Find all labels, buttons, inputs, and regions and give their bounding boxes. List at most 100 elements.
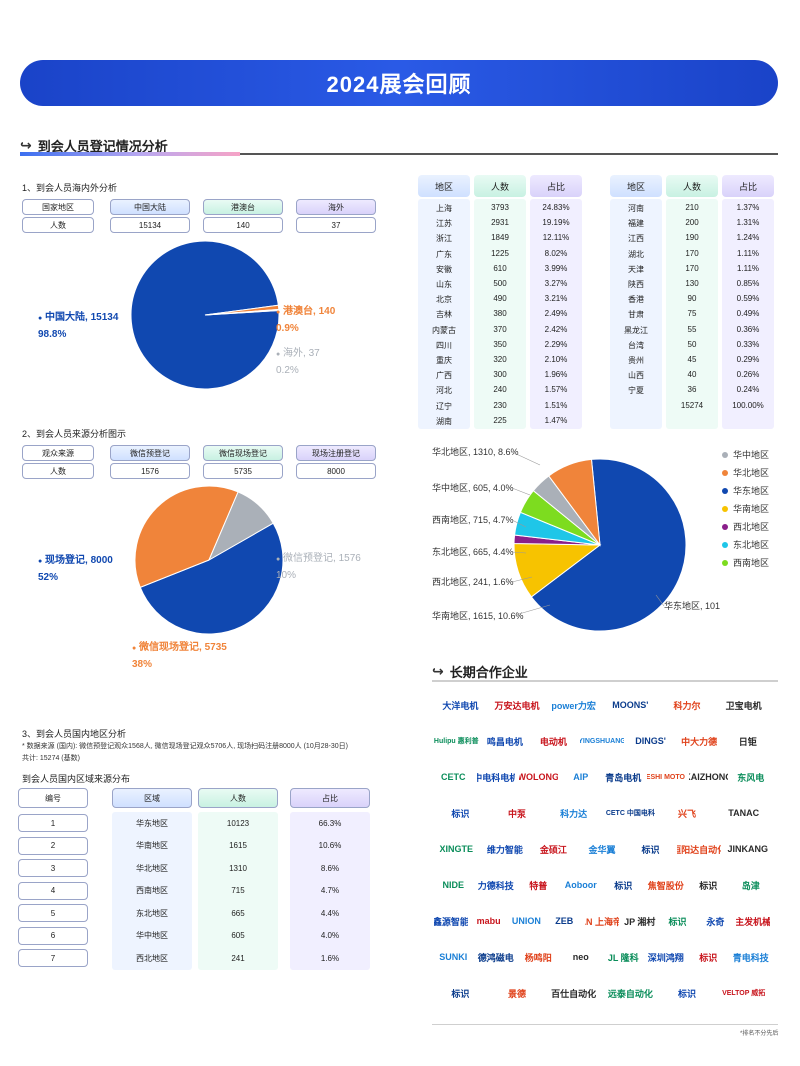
partner-logo: 标识 bbox=[451, 808, 470, 819]
header-overseas: 海外 bbox=[296, 199, 376, 215]
province-header-left-2: 占比 bbox=[530, 175, 582, 197]
province-column-bg bbox=[722, 199, 774, 429]
partner-logo: 标识 bbox=[614, 880, 633, 891]
value-hkmt: 140 bbox=[203, 217, 283, 233]
section-title-registration: ↪ 到会人员登记情况分析 bbox=[20, 136, 168, 155]
province-cell: 0.36% bbox=[736, 324, 760, 334]
value-wechat-onsite: 5735 bbox=[203, 463, 283, 479]
pie-slice-微信预登记 bbox=[207, 491, 274, 562]
region-table-cell: 715 bbox=[231, 886, 245, 895]
province-cell: 黑龙江 bbox=[624, 325, 648, 335]
region-table-cell: 5 bbox=[18, 904, 88, 922]
section-title-partners: ↪ 长期合作企业 bbox=[432, 662, 528, 681]
partner-logo: 力德科技 bbox=[477, 880, 514, 891]
legend-label: 华东地区 bbox=[733, 486, 770, 496]
province-cell: 45 bbox=[687, 355, 697, 364]
partner-logo: 景德 bbox=[507, 988, 526, 999]
province-cell: 170 bbox=[685, 248, 699, 258]
region-table-cell: 1 bbox=[18, 814, 88, 832]
region-table-title: 到会人员国内区域来源分布 bbox=[22, 774, 131, 784]
legend-dot-icon bbox=[722, 487, 728, 494]
legend-dot-icon bbox=[722, 451, 728, 458]
province-cell: 40 bbox=[687, 370, 697, 380]
partner-logo: 岛津 bbox=[741, 880, 760, 891]
province-cell: 200 bbox=[685, 218, 699, 228]
pie3-callout-label: 东北地区, 665, 4.4% bbox=[432, 546, 514, 557]
pie-slice-华东地区 bbox=[530, 458, 687, 632]
partners-divider bbox=[432, 680, 778, 682]
province-header-left-1: 人数 bbox=[474, 175, 526, 197]
province-cell: 内蒙古 bbox=[432, 325, 456, 335]
region-table: 编号 区域 人数 占比 1 华东地区 10123 66.3% 2 华南地区 1615 10.6% 3 华北… bbox=[18, 788, 378, 970]
legend-label: 华南地区 bbox=[733, 504, 770, 514]
pie3-callout-label: 华南地区, 1615, 10.6% bbox=[432, 610, 524, 621]
total-note: 共计: 15274 (基数) bbox=[22, 755, 80, 762]
partner-logo: JL 隆科 bbox=[607, 952, 639, 963]
data-source-note: * 数据来源 (国内): 微信预登记观众1568人, 微信现场登记观众5706人… bbox=[22, 743, 348, 750]
pie3-callout-label: 华东地区, 10123, 66.3% bbox=[664, 600, 720, 611]
region-table-cell: 4.0% bbox=[320, 931, 340, 940]
pie3-callout-line bbox=[511, 451, 541, 466]
pie-slice-海外 bbox=[204, 308, 280, 316]
province-cell: 广西 bbox=[436, 371, 452, 381]
pie3-callout-label: 华北地区, 1310, 8.6% bbox=[432, 446, 519, 457]
province-header-left-0: 地区 bbox=[418, 175, 470, 197]
section-divider bbox=[20, 152, 778, 156]
legend-dot-icon bbox=[722, 523, 728, 530]
partner-logo: AIP bbox=[573, 772, 589, 782]
partner-logo: 维力智能 bbox=[486, 844, 523, 855]
region-table-cell: 3 bbox=[18, 859, 88, 877]
province-cell: 1.24% bbox=[736, 233, 760, 243]
value-overseas: 37 bbox=[296, 217, 376, 233]
province-header-right-1: 人数 bbox=[666, 175, 718, 197]
partner-logo: VELTOP 威拓 bbox=[722, 990, 766, 997]
pie3-callout-line bbox=[511, 576, 533, 583]
partner-logo: 主发机械 bbox=[736, 916, 770, 927]
region-table-cell: 西南地区 bbox=[136, 886, 168, 895]
province-cell: 15274 bbox=[680, 400, 704, 410]
partner-logo: neo bbox=[572, 952, 589, 962]
region-table-cell: 66.3% bbox=[318, 818, 342, 828]
pie2-label-wechat-pre: ● 微信预登记, 1576 10% bbox=[276, 553, 361, 581]
province-cell: 19.19% bbox=[542, 218, 570, 228]
partner-logo: 标识 bbox=[699, 952, 718, 963]
partner-logo: mabu bbox=[476, 916, 501, 926]
province-cell: 1849 bbox=[491, 233, 509, 243]
legend-dot-icon bbox=[722, 559, 728, 566]
province-cell: 广东 bbox=[436, 249, 452, 259]
subsection-title-2: 2、到会人员来源分析图示 bbox=[22, 429, 127, 439]
region-table-cell: 西北地区 bbox=[136, 953, 168, 963]
return-arrow-icon: ↪ bbox=[20, 137, 32, 153]
partner-logo: CETC 中国电科 bbox=[605, 810, 655, 817]
province-cell: 湖南 bbox=[436, 416, 452, 426]
pie-chart-regions: 华北地区, 1310, 8.6% 华中地区, 605, 4.0% 西南地区, 715… bbox=[432, 446, 720, 632]
province-cell: 370 bbox=[493, 324, 507, 334]
province-cell: 36 bbox=[687, 385, 697, 395]
partner-logo: 科力达 bbox=[560, 808, 588, 819]
legend-label: 西南地区 bbox=[733, 558, 770, 568]
partner-logo: 金硕江 bbox=[539, 844, 567, 855]
province-cell: 2.42% bbox=[544, 324, 568, 334]
province-cell: 香港 bbox=[628, 295, 644, 305]
legend-item: 华东地区 bbox=[722, 484, 769, 497]
section-title-text: 到会人员登记情况分析 bbox=[37, 139, 168, 154]
province-cell: 四川 bbox=[436, 340, 452, 350]
region-table-cell: 1615 bbox=[229, 841, 247, 850]
region-column-bg bbox=[112, 812, 192, 970]
province-cell: 1.37% bbox=[736, 203, 760, 212]
region-table-cell: 华南地区 bbox=[136, 841, 168, 850]
pie3-callout-label: 西北地区, 241, 1.6% bbox=[432, 576, 514, 587]
row-label-count-2: 人数 bbox=[22, 463, 94, 479]
partner-logo: 大洋电机 bbox=[442, 700, 479, 711]
province-cell: 江苏 bbox=[436, 219, 452, 229]
province-cell: 宁夏 bbox=[628, 386, 644, 396]
province-cell: 甘肃 bbox=[628, 310, 644, 320]
province-cell: 1225 bbox=[491, 248, 509, 258]
province-column-bg bbox=[610, 199, 662, 429]
pie-chart-domestic-overseas bbox=[130, 240, 280, 390]
province-cell: 湖北 bbox=[628, 249, 644, 259]
pie3-callout-label: 西南地区, 715, 4.7% bbox=[432, 514, 514, 525]
province-cell: 北京 bbox=[436, 295, 452, 305]
partner-logo: 标识 bbox=[668, 916, 687, 927]
partner-logo: LESHI MOTOR bbox=[646, 773, 686, 781]
